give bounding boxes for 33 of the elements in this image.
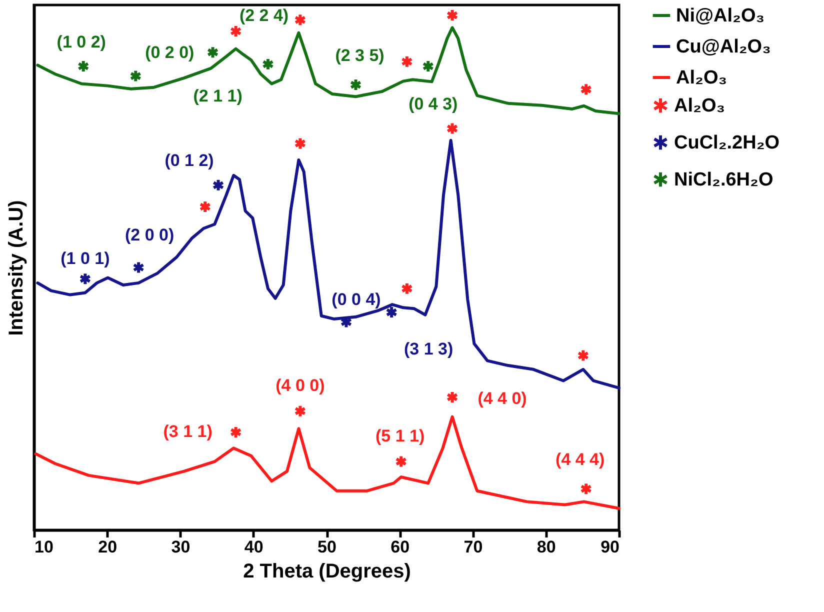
x-tick-label: 10 [34, 538, 54, 556]
annotation: (0 0 4) [332, 290, 381, 310]
legend-label: Ni@Al₂O₃ [676, 6, 765, 26]
annotation: (4 4 4) [556, 450, 605, 469]
legend-label: CuCl₂.2H₂O [674, 132, 780, 154]
x-tick-label: 80 [536, 538, 556, 556]
annotation: (5 1 1) [376, 426, 425, 446]
x-tick-label: 40 [244, 538, 264, 556]
x-axis-title: 2 Theta (Degrees) [243, 560, 411, 582]
legend-label: Al₂O₃ [674, 96, 726, 116]
x-tick-label: 60 [390, 538, 410, 556]
y-axis-title: Intensity (A.U) [6, 200, 28, 336]
x-tick-label: 90 [600, 538, 620, 556]
x-tick-label: 70 [464, 538, 483, 556]
annotation: (2 1 1) [193, 86, 242, 106]
annotation: (2 0 0) [125, 226, 174, 244]
x-tick-label: 20 [98, 538, 118, 556]
annotation: (4 4 0) [478, 389, 527, 408]
annotation: (0 2 0) [145, 43, 194, 62]
annotation: (0 4 3) [408, 94, 458, 114]
legend-label: Cu@Al₂O₃ [676, 36, 771, 58]
annotation: (2 3 5) [335, 46, 384, 65]
annotation: (1 0 1) [60, 248, 110, 268]
x-tick-label: 30 [171, 538, 190, 556]
annotation: (4 0 0) [276, 376, 325, 396]
x-tick-label: 50 [318, 538, 336, 556]
annotation: (3 1 3) [404, 339, 454, 358]
annotation: (1 0 2) [56, 32, 106, 52]
legend-label: NiCl₂.6H₂O [674, 170, 774, 190]
legend-label: Al₂O₃ [676, 68, 728, 88]
annotation: (0 1 2) [164, 151, 214, 170]
annotation: (3 1 1) [163, 422, 212, 442]
annotation: (2 2 4) [239, 6, 289, 26]
